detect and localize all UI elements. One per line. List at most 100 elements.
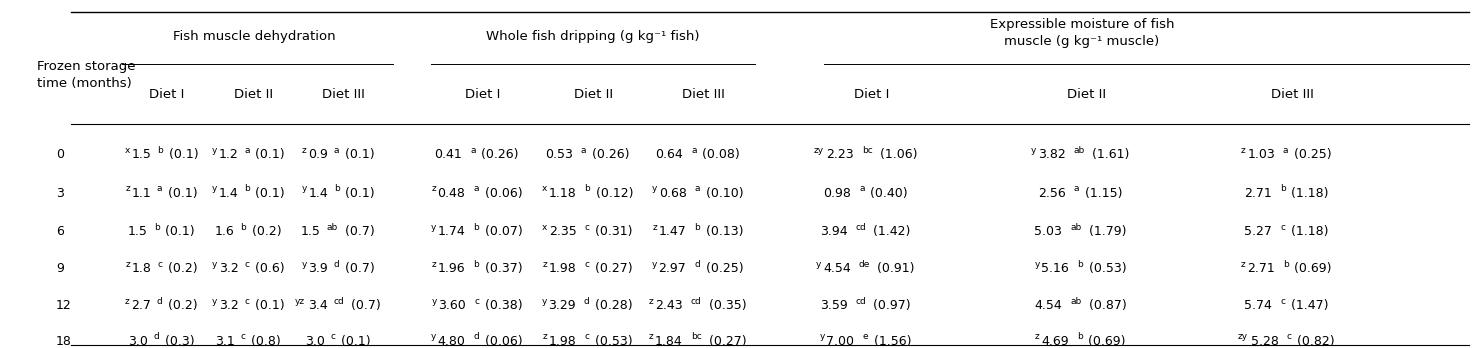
Text: 3.2: 3.2 xyxy=(219,262,238,275)
Text: z: z xyxy=(1241,146,1245,155)
Text: 3.29: 3.29 xyxy=(548,299,576,312)
Text: (1.42): (1.42) xyxy=(870,225,911,238)
Text: Diet I: Diet I xyxy=(854,88,889,101)
Text: 5.74: 5.74 xyxy=(1244,299,1272,312)
Text: 1.4: 1.4 xyxy=(308,187,328,200)
Text: cd: cd xyxy=(855,297,867,306)
Text: c: c xyxy=(584,332,589,341)
Text: z: z xyxy=(431,260,436,269)
Text: 5.28: 5.28 xyxy=(1251,334,1279,348)
Text: x: x xyxy=(542,223,548,232)
Text: (1.15): (1.15) xyxy=(1080,187,1123,200)
Text: bc: bc xyxy=(863,146,873,155)
Text: 3.0: 3.0 xyxy=(305,334,325,348)
Text: 1.18: 1.18 xyxy=(548,187,576,200)
Text: yz: yz xyxy=(294,297,305,306)
Text: (0.26): (0.26) xyxy=(587,148,630,161)
Text: c: c xyxy=(244,260,249,269)
Text: a: a xyxy=(244,146,250,155)
Text: c: c xyxy=(244,297,249,306)
Text: 0: 0 xyxy=(56,148,63,161)
Text: e: e xyxy=(863,332,868,341)
Text: 5.16: 5.16 xyxy=(1041,262,1069,275)
Text: 9: 9 xyxy=(56,262,63,275)
Text: 3.59: 3.59 xyxy=(820,299,848,312)
Text: (1.18): (1.18) xyxy=(1287,187,1329,200)
Text: y: y xyxy=(1030,146,1036,155)
Text: (0.82): (0.82) xyxy=(1294,334,1335,348)
Text: zy: zy xyxy=(814,146,823,155)
Text: (0.8): (0.8) xyxy=(247,334,281,348)
Text: (0.10): (0.10) xyxy=(702,187,743,200)
Text: 3.0: 3.0 xyxy=(128,334,149,348)
Text: 0.9: 0.9 xyxy=(308,148,328,161)
Text: b: b xyxy=(158,146,163,155)
Text: zy: zy xyxy=(1238,332,1248,341)
Text: (0.1): (0.1) xyxy=(252,148,286,161)
Text: (0.27): (0.27) xyxy=(705,334,746,348)
Text: y: y xyxy=(212,146,216,155)
Text: 7.00: 7.00 xyxy=(826,334,854,348)
Text: c: c xyxy=(584,260,589,269)
Text: 2.71: 2.71 xyxy=(1244,187,1272,200)
Text: Diet II: Diet II xyxy=(574,88,612,101)
Text: (0.1): (0.1) xyxy=(163,187,197,200)
Text: b: b xyxy=(474,223,480,232)
Text: y: y xyxy=(820,332,824,341)
Text: y: y xyxy=(431,332,436,341)
Text: (0.69): (0.69) xyxy=(1085,334,1126,348)
Text: 3.1: 3.1 xyxy=(215,334,236,348)
Text: 6: 6 xyxy=(56,225,63,238)
Text: y: y xyxy=(302,184,306,193)
Text: d: d xyxy=(334,260,340,269)
Text: 4.54: 4.54 xyxy=(823,262,851,275)
Text: 4.80: 4.80 xyxy=(437,334,465,348)
Text: 1.96: 1.96 xyxy=(437,262,465,275)
Text: a: a xyxy=(581,146,586,155)
Text: a: a xyxy=(860,184,864,193)
Text: (0.3): (0.3) xyxy=(160,334,194,348)
Text: 5.27: 5.27 xyxy=(1244,225,1272,238)
Text: a: a xyxy=(334,146,339,155)
Text: z: z xyxy=(1241,260,1245,269)
Text: (0.91): (0.91) xyxy=(873,262,916,275)
Text: (0.07): (0.07) xyxy=(481,225,523,238)
Text: (0.69): (0.69) xyxy=(1291,262,1332,275)
Text: y: y xyxy=(652,260,657,269)
Text: 2.71: 2.71 xyxy=(1247,262,1275,275)
Text: 3.9: 3.9 xyxy=(308,262,328,275)
Text: c: c xyxy=(1287,332,1292,341)
Text: (1.47): (1.47) xyxy=(1287,299,1328,312)
Text: (0.13): (0.13) xyxy=(702,225,743,238)
Text: 1.98: 1.98 xyxy=(548,262,576,275)
Text: cd: cd xyxy=(690,297,702,306)
Text: d: d xyxy=(584,297,590,306)
Text: 3.4: 3.4 xyxy=(308,299,328,312)
Text: a: a xyxy=(695,184,701,193)
Text: Diet III: Diet III xyxy=(321,88,365,101)
Text: 0.53: 0.53 xyxy=(545,148,573,161)
Text: (0.35): (0.35) xyxy=(705,299,746,312)
Text: b: b xyxy=(1076,332,1082,341)
Text: cd: cd xyxy=(855,223,867,232)
Text: a: a xyxy=(158,184,162,193)
Text: 1.84: 1.84 xyxy=(655,334,683,348)
Text: (1.06): (1.06) xyxy=(876,148,917,161)
Text: y: y xyxy=(431,297,437,306)
Text: (0.26): (0.26) xyxy=(477,148,520,161)
Text: 2.43: 2.43 xyxy=(655,299,683,312)
Text: z: z xyxy=(542,260,548,269)
Text: 3.94: 3.94 xyxy=(820,225,848,238)
Text: (0.7): (0.7) xyxy=(347,299,381,312)
Text: b: b xyxy=(1279,184,1285,193)
Text: b: b xyxy=(1078,260,1083,269)
Text: 1.98: 1.98 xyxy=(548,334,576,348)
Text: z: z xyxy=(649,332,654,341)
Text: Diet III: Diet III xyxy=(1270,88,1314,101)
Text: 3.82: 3.82 xyxy=(1038,148,1066,161)
Text: 12: 12 xyxy=(56,299,72,312)
Text: y: y xyxy=(652,184,657,193)
Text: (0.1): (0.1) xyxy=(340,148,374,161)
Text: (1.79): (1.79) xyxy=(1085,225,1126,238)
Text: (0.97): (0.97) xyxy=(870,299,911,312)
